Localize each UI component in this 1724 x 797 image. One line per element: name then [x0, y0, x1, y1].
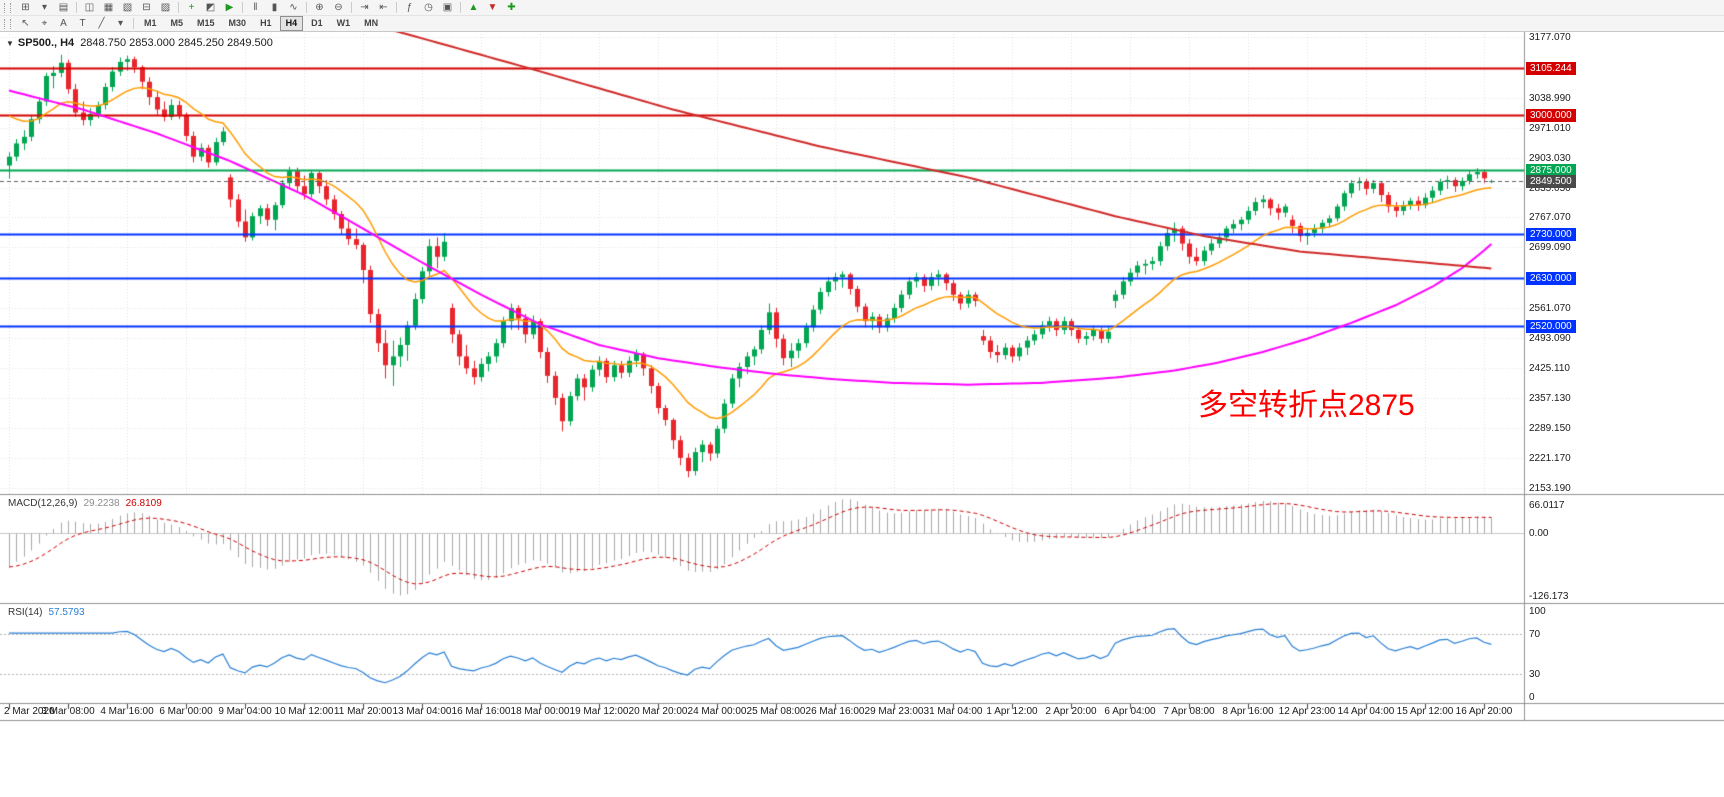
periods-icon[interactable]: ◷	[424, 2, 433, 13]
main-toolbar: ⊞ ▾ ▤ ◫ ▦ ▧ ⊟ ▨ + ◩ ▶ ‖ ▮ ∿ ⊕ ⊖ ⇥ ⇤ ƒ ◷ ▣ ▲ ▼ ✚	[0, 0, 1724, 16]
timeframe-button-m1[interactable]: M1	[144, 18, 157, 28]
templates-icon[interactable]: ▣	[442, 2, 453, 13]
data-window-icon[interactable]: ▦	[103, 2, 114, 13]
timeframe-button-m5[interactable]: M5	[170, 18, 184, 28]
zoom-out-icon[interactable]: ⊖	[334, 2, 343, 13]
toolbar-separator	[460, 2, 461, 13]
toolbar-separator	[396, 2, 397, 13]
timeframe-button-mn[interactable]: MN	[364, 18, 379, 28]
draw-tools-dropdown[interactable]: ▾	[117, 18, 124, 29]
timeframe-button-h4[interactable]: H4	[279, 16, 304, 31]
arrow-down-icon[interactable]: ▼	[487, 2, 498, 13]
strategy-tester-icon[interactable]: ▨	[160, 2, 171, 13]
new-chart-icon[interactable]: ⊞	[21, 2, 30, 13]
timeframe-button-m15[interactable]: M15	[197, 18, 215, 28]
chart-toolbar: ↖ ⌖ A T ╱ ▾ M1 M5 M15 M30 H1 H4 D1 W1 MN	[0, 16, 1724, 31]
timeframe-button-w1[interactable]: W1	[336, 18, 351, 28]
toolbars: ⊞ ▾ ▤ ◫ ▦ ▧ ⊟ ▨ + ◩ ▶ ‖ ▮ ∿ ⊕ ⊖ ⇥ ⇤ ƒ ◷ ▣ ▲ ▼ ✚ ↖ ⌖ A T ╱ ▾ M1 M5 M15 M…	[0, 0, 1724, 32]
cursor-tool-icon[interactable]: ↖	[21, 18, 30, 29]
toolbar-grip[interactable]	[4, 18, 11, 29]
timeframe-button-h1[interactable]: H1	[260, 18, 272, 28]
chart-shift-icon[interactable]: ⇤	[379, 2, 388, 13]
toolbar-separator	[351, 2, 352, 13]
metaeditor-icon[interactable]: ◩	[205, 2, 216, 13]
market-watch-icon[interactable]: ◫	[84, 2, 95, 13]
bars-chart-icon[interactable]: ‖	[253, 2, 258, 13]
toolbar-separator	[178, 2, 179, 13]
new-order-icon[interactable]: +	[188, 2, 195, 13]
navigator-icon[interactable]: ▧	[122, 2, 133, 13]
terminal-icon[interactable]: ⊟	[142, 2, 151, 13]
crosshair-tool-icon[interactable]: ⌖	[41, 18, 48, 29]
indicators-icon[interactable]: ƒ	[406, 2, 413, 13]
line-chart-icon[interactable]: ∿	[289, 2, 298, 13]
text-tool-icon[interactable]: A	[60, 18, 67, 29]
toolbar-separator	[133, 18, 134, 29]
zoom-in-icon[interactable]: ⊕	[315, 2, 324, 13]
candlestick-chart-icon[interactable]: ▮	[271, 2, 278, 13]
timeframe-button-d1[interactable]: D1	[311, 18, 323, 28]
toolbar-separator	[242, 2, 243, 13]
label-tool-icon[interactable]: T	[79, 18, 86, 29]
toolbar-grip[interactable]	[4, 2, 11, 13]
trendline-tool-icon[interactable]: ╱	[98, 18, 105, 29]
autotrading-icon[interactable]: ▶	[225, 2, 234, 13]
auto-scroll-icon[interactable]: ⇥	[360, 2, 369, 13]
add-object-icon[interactable]: ✚	[507, 2, 516, 13]
timeframe-button-m30[interactable]: M30	[228, 18, 247, 28]
arrow-up-icon[interactable]: ▲	[468, 2, 479, 13]
toolbar-separator	[76, 2, 77, 13]
chart-dropdown-icon[interactable]: ▾	[41, 2, 48, 13]
profiles-icon[interactable]: ▤	[58, 2, 69, 13]
toolbar-separator	[306, 2, 307, 13]
